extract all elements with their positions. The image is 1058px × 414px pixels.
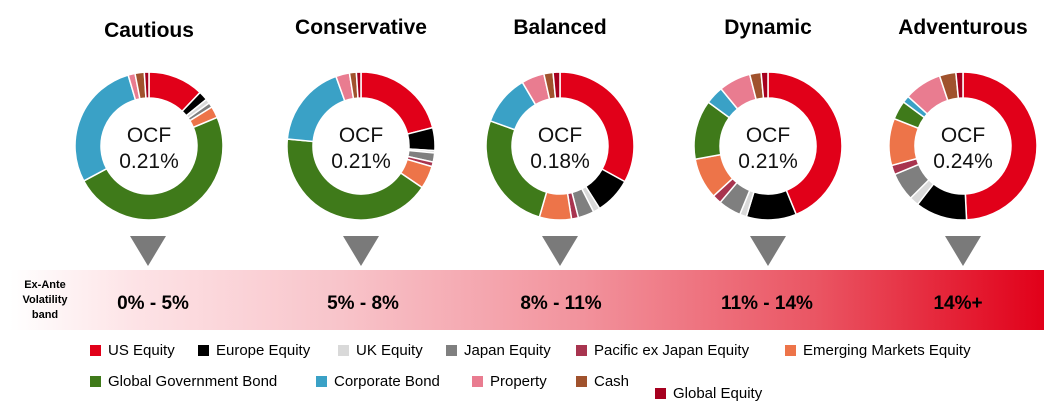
legend-swatch (198, 345, 209, 356)
legend-item-uk-equity: UK Equity (338, 342, 423, 359)
down-triangle-icon (945, 236, 981, 266)
legend-swatch (446, 345, 457, 356)
volatility-band-3: 8% - 11% (520, 293, 602, 314)
donut-slice-global-equity (760, 71, 769, 100)
ocf-label: OCF (127, 124, 171, 147)
legend-swatch (785, 345, 796, 356)
ocf-value: 0.24% (933, 150, 993, 173)
legend-item-emerging-markets-equity: Emerging Markets Equity (785, 342, 971, 359)
legend-swatch (472, 376, 483, 387)
volatility-band-5: 14%+ (933, 293, 983, 314)
legend-item-japan-equity: Japan Equity (446, 342, 551, 359)
legend-swatch (338, 345, 349, 356)
donut-slice-global-equity (143, 71, 150, 99)
legend-item-global-equity: Global Equity (655, 385, 762, 402)
down-triangle-icon (130, 236, 166, 266)
ocf-value: 0.21% (738, 150, 798, 173)
legend-swatch (316, 376, 327, 387)
legend-label: US Equity (108, 342, 175, 359)
legend-label: Pacific ex Japan Equity (594, 342, 750, 359)
legend-swatch (576, 376, 587, 387)
donut-chart-dynamic: OCF 0.21% (693, 71, 843, 221)
down-triangle-icon (542, 236, 578, 266)
volatility-band-2: 5% - 8% (327, 293, 399, 314)
legend-swatch (90, 345, 101, 356)
volatility-band-4: 11% - 14% (721, 293, 813, 314)
legend-swatch (655, 388, 666, 399)
fund-title-conservative: Conservative (295, 16, 427, 39)
ocf-label: OCF (339, 124, 383, 147)
legend-label: Corporate Bond (334, 373, 440, 390)
donut-slice-global-equity (552, 71, 561, 100)
donut-slice-corporate-bond (286, 75, 346, 143)
donut-slice-global-equity (955, 71, 964, 100)
fund-title-dynamic: Dynamic (724, 16, 812, 39)
donut-slice-global-equity (355, 71, 362, 99)
donut-slice-global-government-bond (286, 138, 424, 221)
volatility-band-label: Ex-Ante Volatility band (22, 279, 68, 321)
ocf-label: OCF (941, 124, 985, 147)
donut-chart-conservative: OCF 0.21% (286, 71, 436, 221)
ocf-value: 0.18% (530, 150, 590, 173)
ocf-label: OCF (746, 124, 790, 147)
ocf-label: OCF (538, 124, 582, 147)
legend-item-europe-equity: Europe Equity (198, 342, 310, 359)
legend-item-global-government-bond: Global Government Bond (90, 373, 277, 390)
legend-label: UK Equity (356, 342, 423, 359)
legend-label: Europe Equity (216, 342, 311, 359)
donut-slice-us-equity (767, 71, 843, 216)
legend-item-property: Property (472, 373, 547, 390)
fund-title-cautious: Cautious (104, 19, 194, 42)
legend-label: Global Government Bond (108, 373, 278, 390)
donut-chart-balanced: OCF 0.18% (485, 71, 635, 221)
volatility-band-1: 0% - 5% (117, 293, 189, 314)
legend-label: Global Equity (673, 385, 763, 402)
ocf-value: 0.21% (119, 150, 179, 173)
legend-label: Japan Equity (464, 342, 551, 359)
donut-chart-adventurous: OCF 0.24% (888, 71, 1038, 221)
legend-label: Cash (594, 373, 630, 390)
legend-swatch (576, 345, 587, 356)
legend-item-us-equity: US Equity (90, 342, 175, 359)
down-triangle-icon (750, 236, 786, 266)
donut-chart-cautious: OCF 0.21% (74, 71, 224, 221)
legend-item-pacific-ex-japan-equity: Pacific ex Japan Equity (576, 342, 749, 359)
donut-slice-us-equity (962, 71, 1038, 221)
legend-swatch (90, 376, 101, 387)
legend-item-corporate-bond: Corporate Bond (316, 373, 440, 390)
ocf-value: 0.21% (331, 150, 391, 173)
volatility-gradient-bar (10, 270, 1044, 330)
legend-label: Property (490, 373, 547, 390)
fund-title-adventurous: Adventurous (898, 16, 1028, 39)
fund-title-balanced: Balanced (513, 16, 607, 39)
donut-slice-global-government-bond (82, 116, 224, 221)
legend-label: Emerging Markets Equity (803, 342, 971, 359)
down-triangle-icon (343, 236, 379, 266)
legend-item-cash: Cash (576, 373, 629, 390)
